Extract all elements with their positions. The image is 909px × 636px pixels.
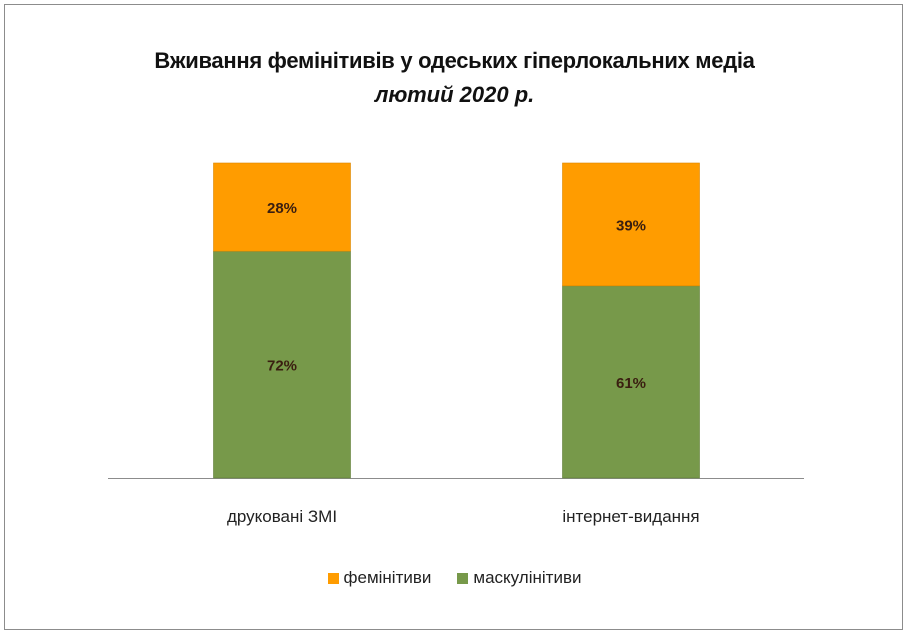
data-label-masculinitives-1: 72% [267,358,297,375]
legend-item-masculinitives: маскулінітиви [457,568,581,588]
chart-subtitle: лютий 2020 р. [374,82,535,107]
bar-segment-masculinitives-1 [213,250,351,479]
data-label-feminitives-1: 28% [267,200,297,217]
legend-label-feminitives: фемінітиви [343,568,432,587]
x-tick-label-2: інтернет-видання [562,507,699,526]
data-label-feminitives-2: 39% [616,217,646,234]
legend: фемінітиви маскулінітиви [0,568,909,588]
bar-segment-masculinitives-2 [562,285,700,479]
legend-item-feminitives: фемінітиви [327,568,432,588]
legend-label-masculinitives: маскулінітиви [473,568,582,587]
bar-segment-feminitives-1 [213,162,351,252]
bar-segment-feminitives-2 [562,162,700,287]
data-label-masculinitives-2: 61% [616,375,646,392]
chart-frame [4,4,903,630]
legend-swatch-feminitives [327,572,339,584]
x-tick-label-1: друковані ЗМІ [227,507,337,526]
legend-swatch-masculinitives [457,572,469,584]
chart-title: Вживання фемінітивів у одеських гіперлок… [154,48,755,73]
